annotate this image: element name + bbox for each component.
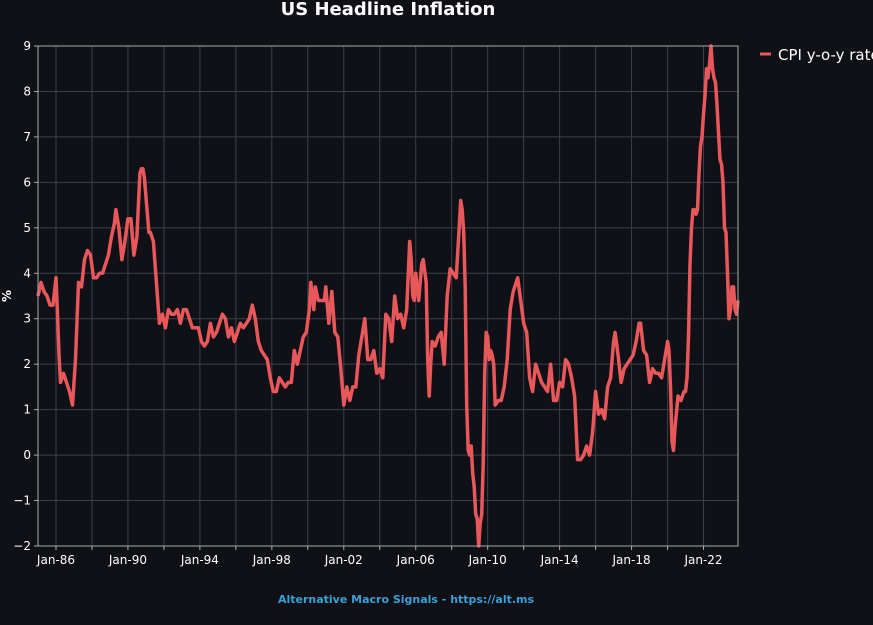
plot-grid: [38, 45, 738, 547]
series-layer: [36, 44, 740, 548]
y-tick-label: 6: [23, 175, 31, 189]
x-tick-label: Jan-90: [108, 553, 147, 567]
y-tick-label: 0: [23, 448, 31, 462]
y-tick-label: 9: [23, 39, 31, 53]
y-tick-label: 4: [23, 266, 31, 280]
x-tick-label: Jan-94: [180, 553, 219, 567]
chart-title: US Headline Inflation: [281, 0, 496, 20]
y-tick-label: 8: [23, 84, 31, 98]
series-line-cpi: [36, 44, 740, 548]
y-tick-label: −1: [13, 494, 31, 508]
y-tick-label: 7: [23, 130, 31, 144]
x-tick-label: Jan-10: [468, 553, 507, 567]
x-tick-label: Jan-22: [683, 553, 722, 567]
x-tick-label: Jan-02: [324, 553, 363, 567]
plot-frame: [37, 45, 739, 547]
y-tick-label: 5: [23, 221, 31, 235]
y-tick-label: 2: [23, 357, 31, 371]
x-tick-label: Jan-06: [396, 553, 435, 567]
source-link[interactable]: Alternative Macro Signals - https://alt.…: [278, 593, 535, 606]
x-tick-label: Jan-98: [252, 553, 291, 567]
x-tick-label: Jan-86: [36, 553, 75, 567]
x-tick-label: Jan-14: [540, 553, 579, 567]
y-tick-label: 3: [23, 312, 31, 326]
y-tick-label: −2: [13, 539, 31, 553]
legend-label-cpi: CPI y-o-y rate: [778, 46, 873, 64]
y-axis-label: %: [0, 290, 14, 302]
y-axis-ticks: −2 −1 0 1 2 3 4 5 6 7 8 9: [13, 39, 38, 553]
legend[interactable]: CPI y-o-y rate: [760, 46, 873, 64]
y-tick-label: 1: [23, 403, 31, 417]
x-tick-label: Jan-18: [612, 553, 651, 567]
x-axis-ticks: Jan-86 Jan-90 Jan-94 Jan-98 Jan-02 Jan-06 Jan-…: [36, 546, 723, 567]
